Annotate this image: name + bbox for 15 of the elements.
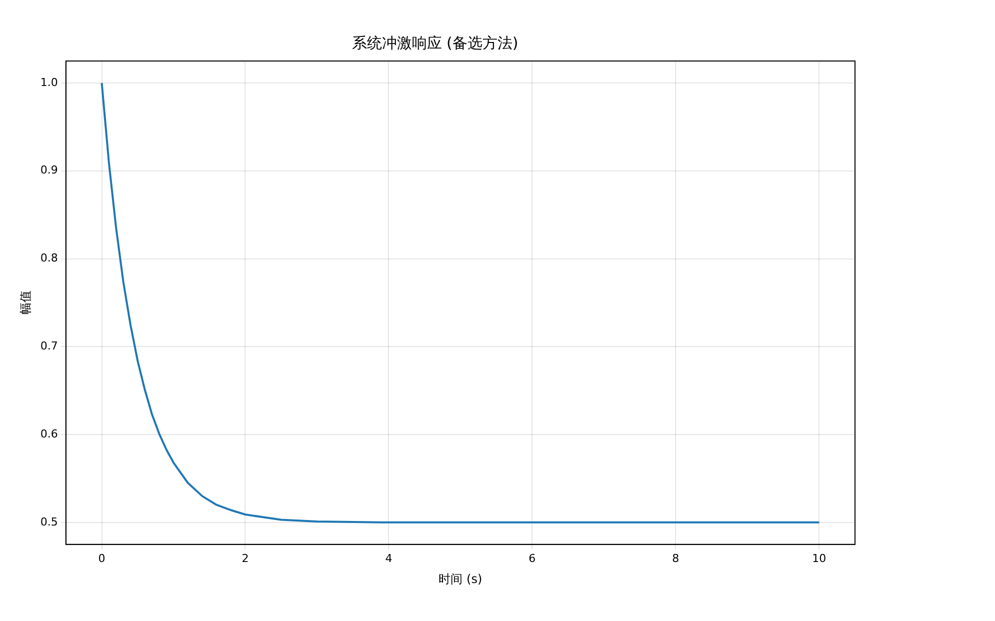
y-tick-label: 0.7 — [40, 340, 58, 353]
y-tick-label: 0.8 — [40, 252, 58, 265]
x-tick-label: 8 — [672, 552, 680, 565]
x-tick-label: 10 — [812, 552, 826, 565]
chart-title: 系统冲激响应 (备选方法) — [352, 34, 518, 52]
x-tick-label: 2 — [242, 552, 249, 565]
x-tick-label: 4 — [385, 552, 392, 565]
y-axis-title: 幅值 — [18, 290, 32, 315]
y-tick-label: 0.6 — [40, 427, 58, 440]
x-tick-label: 0 — [98, 552, 106, 565]
y-tick-label: 0.5 — [40, 515, 58, 528]
y-tick-label: 1.0 — [40, 76, 58, 89]
x-tick-label: 6 — [528, 552, 536, 565]
y-tick-label: 0.9 — [40, 164, 58, 177]
x-axis-title: 时间 (s) — [438, 572, 482, 586]
